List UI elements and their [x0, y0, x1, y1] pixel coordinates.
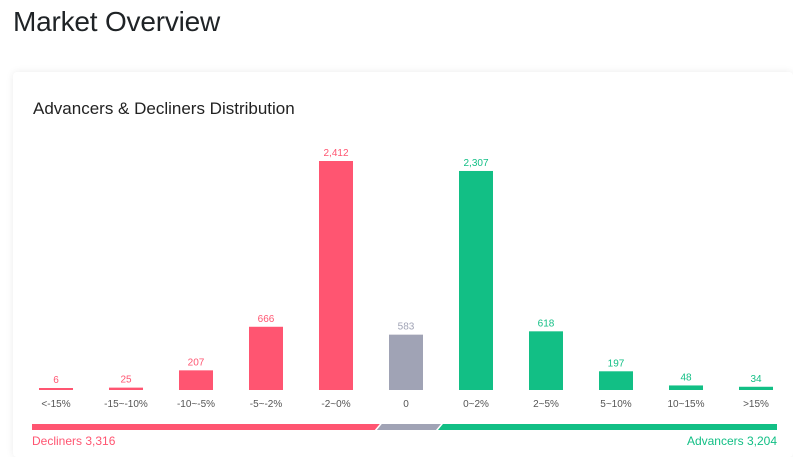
bar-9 — [669, 385, 703, 390]
category-label-3: -5~-2% — [250, 399, 283, 410]
value-label-2: 207 — [188, 357, 205, 368]
value-label-7: 618 — [538, 318, 555, 329]
distribution-card: Advancers & Decliners Distribution — [13, 72, 793, 457]
bar-2 — [179, 370, 213, 390]
bar-0 — [39, 388, 73, 390]
bar-6 — [459, 170, 493, 390]
category-label-9: 10~15% — [668, 399, 705, 410]
value-label-0: 6 — [53, 375, 59, 386]
category-label-6: 0~2% — [463, 399, 489, 410]
category-label-4: -2~0% — [321, 399, 350, 410]
decliners-segment — [32, 424, 380, 430]
value-label-6: 2,307 — [463, 158, 488, 169]
value-label-8: 197 — [608, 358, 625, 369]
bar-3 — [249, 326, 283, 390]
category-label-2: -10~-5% — [177, 399, 215, 410]
unchanged-segment — [376, 424, 441, 430]
value-label-9: 48 — [680, 372, 692, 383]
bar-1 — [109, 387, 143, 390]
value-label-5: 583 — [398, 322, 415, 333]
value-label-4: 2,412 — [323, 148, 348, 159]
bar-10 — [739, 386, 773, 390]
bar-4 — [319, 161, 353, 390]
value-label-10: 34 — [750, 374, 762, 385]
advancers-total: Advancers 3,204 — [686, 434, 777, 448]
bar-7 — [529, 331, 563, 390]
card-title: Advancers & Decliners Distribution — [33, 99, 295, 118]
category-label-1: -15~-10% — [104, 399, 148, 410]
bar-8 — [599, 371, 633, 390]
value-label-3: 666 — [258, 314, 275, 325]
decliners-total: Decliners 3,316 — [32, 434, 116, 448]
category-label-8: 5~10% — [600, 399, 632, 410]
category-label-5: 0 — [403, 399, 409, 410]
bar-5 — [389, 334, 423, 390]
page-title: Market Overview — [13, 6, 221, 37]
value-label-1: 25 — [120, 375, 132, 386]
category-label-10: >15% — [743, 399, 769, 410]
category-label-7: 2~5% — [533, 399, 559, 410]
advancers-segment — [437, 424, 777, 430]
category-label-0: <-15% — [41, 399, 70, 410]
